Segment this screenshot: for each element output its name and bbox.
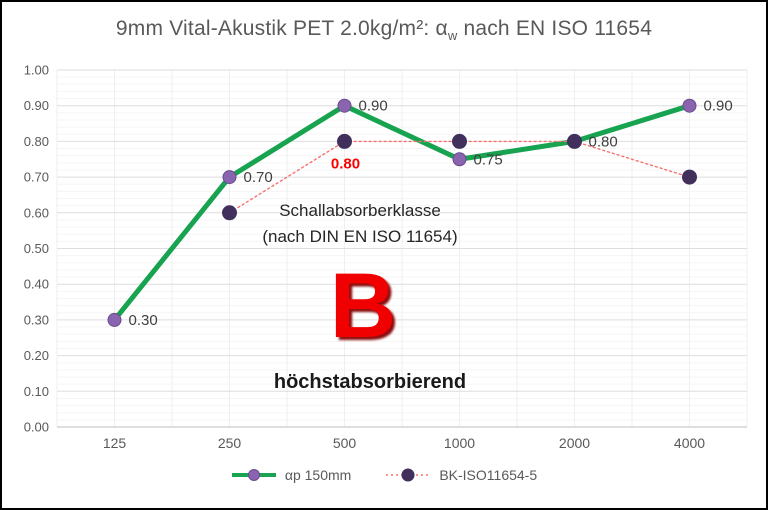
chart-title-text: 9mm Vital-Akustik PET 2.0kg/m²: α [115,17,448,40]
svg-text:0.70: 0.70 [24,170,49,185]
svg-text:2000: 2000 [559,435,590,451]
svg-text:0.90: 0.90 [359,98,388,115]
legend-solid-line-icon [231,469,276,481]
svg-text:0.90: 0.90 [24,98,49,113]
legend-item-ap-150mm: αp 150mm [231,467,351,483]
absorber-class-annotation-line2: (nach DIN EN ISO 11654) [262,227,458,246]
svg-text:0.75: 0.75 [474,151,503,168]
absorber-class-letter: B [329,255,397,357]
svg-text:125: 125 [103,435,127,451]
svg-text:0.10: 0.10 [24,384,49,399]
svg-text:250: 250 [218,435,242,451]
svg-text:500: 500 [333,435,357,451]
legend-label-ap-150mm: αp 150mm [284,467,352,483]
svg-text:0.80: 0.80 [331,155,360,172]
svg-text:0.60: 0.60 [24,205,49,220]
legend-label-bk-iso11654-5: BK-ISO11654-5 [439,467,538,483]
svg-text:0.20: 0.20 [24,348,49,363]
absorber-class-annotation-line1: Schallabsorberklasse [279,201,441,220]
legend-dotted-line-icon [386,468,431,482]
svg-text:0.40: 0.40 [24,277,49,292]
chart-title-subscript: w [447,28,458,44]
svg-text:0.30: 0.30 [24,312,49,327]
svg-text:0.70: 0.70 [244,169,273,186]
chart-legend: αp 150mm BK-ISO11654-5 [2,467,766,483]
svg-text:0.00: 0.00 [24,420,49,435]
absorber-class-description: höchstabsorbierend [273,371,467,393]
chart-title: 9mm Vital-Akustik PET 2.0kg/m²: αw nach … [2,17,766,43]
svg-text:0.90: 0.90 [704,98,733,115]
svg-text:0.50: 0.50 [24,241,49,256]
svg-text:1000: 1000 [444,435,475,451]
svg-text:4000: 4000 [674,435,705,451]
legend-item-bk-iso11654-5: BK-ISO11654-5 [385,467,537,483]
svg-text:1.00: 1.00 [24,63,49,78]
svg-text:0.80: 0.80 [24,134,49,149]
svg-text:0.30: 0.30 [129,312,158,329]
absorber-class-annotation: Schallabsorberklasse (nach DIN EN ISO 11… [220,198,500,250]
svg-text:0.80: 0.80 [589,133,618,150]
chart-title-text-2: nach EN ISO 11654 [457,17,653,40]
